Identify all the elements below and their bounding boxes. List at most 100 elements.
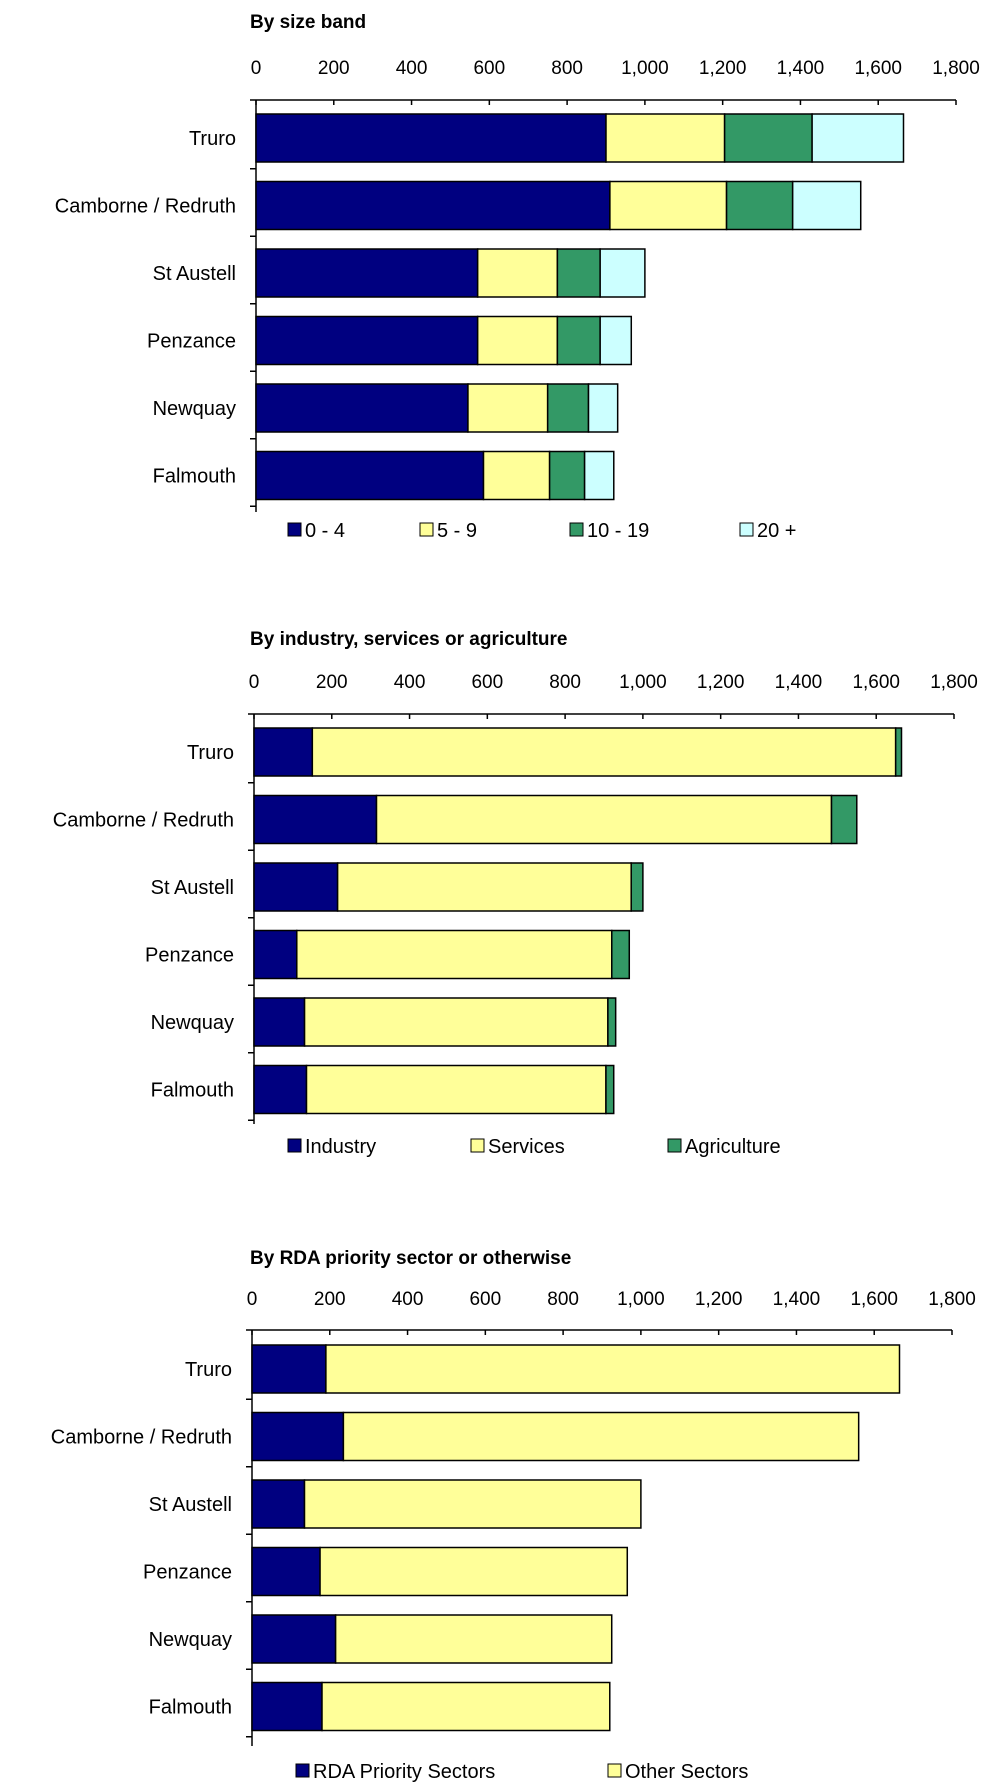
bar-segment [723,113,813,163]
x-tick-label: 200 [318,58,350,79]
x-tick-label: 0 [249,672,260,693]
legend-label: Services [488,1136,565,1158]
x-tick-label: 0 [251,58,262,79]
chart-title: By size band [250,12,366,33]
bar-segment [605,113,726,163]
x-tick-label: 1,200 [697,672,745,693]
bar-segment [334,1614,613,1664]
x-tick-label: 1,200 [699,58,747,79]
category-label: Camborne / Redruth [53,810,234,832]
bar-segment [375,794,833,845]
category-label: Newquay [151,1012,234,1034]
legend-swatch [739,522,754,537]
bar-segment [830,794,858,845]
category-label: Penzance [145,945,234,967]
bar-segment [607,997,617,1047]
category-label: Newquay [153,398,236,420]
legend-label: 5 - 9 [437,520,477,542]
x-tick-label: 800 [551,58,583,79]
legend-label: 20 + [757,520,796,542]
x-tick-label: 600 [473,58,505,79]
bar-segment [556,248,601,298]
bar-segment [251,1479,306,1529]
bar-segment [255,113,607,163]
legend-label: Other Sectors [625,1761,748,1783]
legend-swatch [287,1138,302,1153]
x-tick-label: 400 [392,1289,424,1310]
bar-segment [251,1614,337,1664]
legend-swatch [607,1763,622,1778]
x-tick-label: 200 [314,1289,346,1310]
x-tick-label: 1,000 [619,672,667,693]
x-tick-label: 400 [394,672,426,693]
legend-swatch [667,1138,682,1153]
category-label: Falmouth [149,1697,232,1719]
category-label: Truro [185,1359,232,1381]
bar-segment [556,315,601,366]
x-tick-label: 1,200 [695,1289,743,1310]
x-tick-label: 600 [471,672,503,693]
x-tick-label: 1,000 [617,1289,665,1310]
bar-segment [253,997,306,1047]
category-label: Truro [189,128,236,150]
x-tick-label: 1,800 [932,58,980,79]
bar-segment [336,862,632,912]
bar-segment [253,794,378,845]
legend-swatch [295,1763,310,1778]
bar-segment [342,1411,860,1462]
bar-segment [305,1064,607,1115]
x-tick-label: 1,400 [775,672,823,693]
bar-segment [253,929,298,980]
x-tick-label: 200 [316,672,348,693]
bar-segment [476,315,559,366]
bar-segment [251,1681,323,1732]
bar-segment [587,383,619,433]
bar-segment [253,727,314,777]
category-label: St Austell [151,877,234,899]
legend-label: Agriculture [685,1136,781,1158]
x-tick-label: 1,400 [777,58,825,79]
category-label: Newquay [149,1629,232,1651]
category-label: Camborne / Redruth [51,1427,232,1449]
bar-segment [476,248,559,298]
category-label: Falmouth [153,466,236,488]
category-label: Falmouth [151,1080,234,1102]
bar-segment [811,113,905,163]
legend-label: RDA Priority Sectors [313,1761,495,1783]
x-tick-label: 1,800 [928,1289,976,1310]
bar-segment [303,997,609,1047]
bar-segment [251,1411,345,1462]
category-label: Penzance [147,331,236,353]
x-tick-label: 800 [549,672,581,693]
chart-1: By size band 0 200 400 600 800 1,000 1,200 1,400… [55,12,980,542]
legend-swatch [419,522,434,537]
x-tick-label: 1,400 [773,1289,821,1310]
x-tick-label: 1,800 [930,672,978,693]
chart-title: By RDA priority sector or otherwise [250,1248,571,1269]
bar-segment [482,450,551,501]
bar-segment [253,1064,308,1115]
bar-segment [725,180,794,231]
bar-segment [255,180,611,231]
bar-segment [583,450,615,501]
category-label: St Austell [153,263,236,285]
bar-segment [251,1344,327,1394]
bar-segment [630,862,644,912]
legend-label: Industry [305,1136,376,1158]
bar-segment [611,929,631,980]
category-label: Truro [187,742,234,764]
category-label: Penzance [143,1562,232,1584]
chart-3: By RDA priority sector or otherwise 0 200 4… [51,1248,976,1783]
bar-segment [467,383,549,433]
bar-segment [791,180,862,231]
bar-segment [894,727,903,777]
bar-segment [303,1479,642,1529]
bar-segment [296,929,613,980]
bar-segment [599,315,633,366]
x-tick-label: 1,600 [850,1289,898,1310]
bar-segment [311,727,897,777]
bar-segment [605,1064,615,1115]
legend-label: 0 - 4 [305,520,345,542]
x-tick-label: 800 [547,1289,579,1310]
